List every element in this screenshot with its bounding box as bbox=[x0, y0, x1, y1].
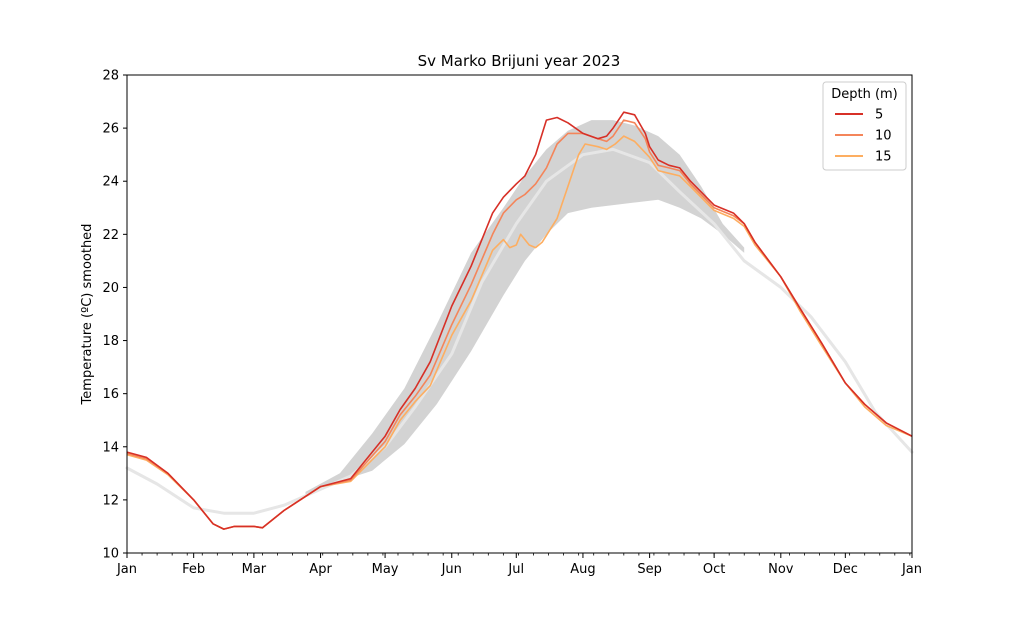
x-tick-label: Sep bbox=[637, 562, 662, 577]
y-axis: 10 12 14 16 18 20 22 24 26 28 bbox=[102, 69, 127, 562]
x-tick-label: Jan bbox=[901, 562, 922, 577]
legend-title: Depth (m) bbox=[831, 87, 898, 102]
x-tick-label: Jul bbox=[507, 562, 524, 577]
legend-label-15: 15 bbox=[875, 150, 892, 165]
y-tick-label: 28 bbox=[102, 69, 119, 84]
y-axis-label: Temperature (ºC) smoothed bbox=[80, 224, 95, 406]
legend-label-10: 10 bbox=[875, 129, 892, 144]
x-axis: Jan Feb Mar Apr May Jun Jul Aug Sep Oct Nov Dec Jan bbox=[116, 553, 922, 577]
x-tick-label: Mar bbox=[242, 562, 267, 577]
y-tick-label: 26 bbox=[102, 122, 119, 137]
y-tick-label: 22 bbox=[102, 228, 119, 243]
legend-box bbox=[822, 81, 907, 171]
y-tick-label: 18 bbox=[102, 334, 119, 349]
chart-title: Sv Marko Brijuni year 2023 bbox=[418, 52, 621, 70]
y-tick-label: 20 bbox=[102, 281, 119, 296]
series-line-5 bbox=[126, 111, 913, 530]
plot-frame bbox=[126, 74, 913, 554]
y-tick-label: 12 bbox=[102, 493, 119, 508]
x-tick-label: May bbox=[372, 562, 399, 577]
x-tick-label: Aug bbox=[570, 562, 595, 577]
y-tick-label: 14 bbox=[102, 440, 119, 455]
climatology-line bbox=[125, 147, 914, 515]
x-tick-label: Feb bbox=[182, 562, 205, 577]
x-tick-label: Dec bbox=[833, 562, 858, 577]
x-tick-label: Oct bbox=[703, 562, 725, 577]
y-tick-label: 16 bbox=[102, 387, 119, 402]
y-tick-label: 10 bbox=[102, 547, 119, 562]
legend: Depth (m) 5 10 15 bbox=[822, 81, 907, 171]
legend-label-5: 5 bbox=[875, 108, 883, 123]
x-tick-label: Nov bbox=[768, 562, 794, 577]
y-tick-label: 24 bbox=[102, 175, 119, 190]
x-tick-label: Apr bbox=[309, 562, 332, 577]
climatology-path bbox=[125, 147, 914, 515]
x-tick-label: Jun bbox=[441, 562, 462, 577]
series-lines bbox=[126, 111, 913, 530]
x-tick-label: Jan bbox=[116, 562, 137, 577]
